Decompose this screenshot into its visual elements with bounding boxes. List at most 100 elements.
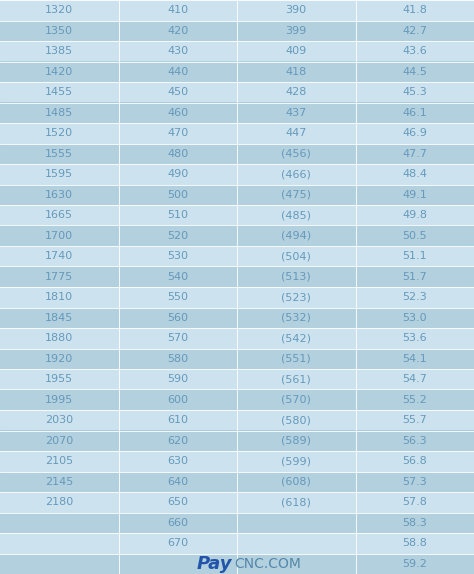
Bar <box>0 103 474 123</box>
Text: (570): (570) <box>281 395 311 405</box>
Bar <box>0 82 474 103</box>
Text: (475): (475) <box>281 190 311 200</box>
Text: 41.8: 41.8 <box>402 5 427 15</box>
Bar <box>0 266 474 287</box>
Text: 1920: 1920 <box>45 354 73 364</box>
Text: 440: 440 <box>167 67 188 77</box>
Text: 54.7: 54.7 <box>402 374 427 384</box>
Text: 428: 428 <box>285 87 307 97</box>
Text: 1350: 1350 <box>45 26 73 36</box>
Text: 46.9: 46.9 <box>402 128 427 138</box>
Bar <box>0 471 474 492</box>
Text: 560: 560 <box>167 313 188 323</box>
Bar <box>0 553 474 574</box>
Text: 1595: 1595 <box>45 169 73 179</box>
Text: (580): (580) <box>281 415 311 425</box>
Text: 49.8: 49.8 <box>402 210 427 220</box>
Text: (485): (485) <box>281 210 311 220</box>
Text: (504): (504) <box>281 251 311 261</box>
Bar <box>0 41 474 61</box>
Text: 550: 550 <box>167 292 188 302</box>
Text: 49.1: 49.1 <box>402 190 427 200</box>
Text: 590: 590 <box>167 374 188 384</box>
Bar <box>0 430 474 451</box>
Text: 44.5: 44.5 <box>402 67 427 77</box>
Text: (599): (599) <box>281 456 311 466</box>
Bar <box>0 205 474 226</box>
Bar <box>0 308 474 328</box>
Text: 42.7: 42.7 <box>402 26 427 36</box>
Text: 2145: 2145 <box>45 477 73 487</box>
Bar <box>0 451 474 471</box>
Bar <box>0 226 474 246</box>
Text: (542): (542) <box>281 333 311 343</box>
Text: (513): (513) <box>282 272 311 282</box>
Bar <box>0 184 474 205</box>
Text: 1700: 1700 <box>45 231 73 241</box>
Bar <box>0 246 474 266</box>
Text: 45.3: 45.3 <box>402 87 427 97</box>
Text: 1630: 1630 <box>45 190 73 200</box>
Text: 51.1: 51.1 <box>402 251 427 261</box>
Text: 1420: 1420 <box>45 67 73 77</box>
Text: 399: 399 <box>286 26 307 36</box>
Text: 58.8: 58.8 <box>402 538 427 548</box>
Text: (589): (589) <box>281 436 311 446</box>
Text: 620: 620 <box>167 436 188 446</box>
Text: 650: 650 <box>167 497 188 507</box>
Text: (456): (456) <box>281 149 311 159</box>
Text: 54.1: 54.1 <box>402 354 427 364</box>
Bar <box>0 390 474 410</box>
Text: 57.8: 57.8 <box>402 497 427 507</box>
Text: 2105: 2105 <box>45 456 73 466</box>
Text: 51.7: 51.7 <box>402 272 427 282</box>
Text: 1665: 1665 <box>45 210 73 220</box>
Text: 48.4: 48.4 <box>402 169 427 179</box>
Text: 500: 500 <box>167 190 188 200</box>
Text: 1455: 1455 <box>45 87 73 97</box>
Text: 460: 460 <box>167 108 188 118</box>
Text: 1775: 1775 <box>45 272 73 282</box>
Text: 2180: 2180 <box>45 497 73 507</box>
Text: 660: 660 <box>167 518 188 528</box>
Text: 1995: 1995 <box>45 395 73 405</box>
Bar <box>0 61 474 82</box>
Text: 46.1: 46.1 <box>402 108 427 118</box>
Bar <box>0 0 474 21</box>
Text: 420: 420 <box>167 26 188 36</box>
Text: 1320: 1320 <box>45 5 73 15</box>
Text: CNC.COM: CNC.COM <box>235 557 301 571</box>
Text: 530: 530 <box>167 251 188 261</box>
Text: 2070: 2070 <box>45 436 73 446</box>
Bar <box>0 328 474 348</box>
Bar <box>0 348 474 369</box>
Text: 580: 580 <box>167 354 188 364</box>
Text: 390: 390 <box>286 5 307 15</box>
Text: (466): (466) <box>281 169 311 179</box>
Text: 55.7: 55.7 <box>402 415 427 425</box>
Text: 450: 450 <box>167 87 188 97</box>
Text: (551): (551) <box>282 354 311 364</box>
Text: (561): (561) <box>282 374 311 384</box>
Text: (494): (494) <box>281 231 311 241</box>
Bar <box>0 410 474 430</box>
Bar <box>0 369 474 390</box>
Text: 1880: 1880 <box>45 333 73 343</box>
Text: 1810: 1810 <box>45 292 73 302</box>
Text: 1385: 1385 <box>45 46 73 56</box>
Text: 520: 520 <box>167 231 188 241</box>
Text: 430: 430 <box>167 46 188 56</box>
Text: 56.8: 56.8 <box>402 456 427 466</box>
Text: 480: 480 <box>167 149 188 159</box>
Text: 53.6: 53.6 <box>402 333 427 343</box>
Text: 52.3: 52.3 <box>402 292 427 302</box>
Text: 43.6: 43.6 <box>402 46 427 56</box>
Text: 1955: 1955 <box>45 374 73 384</box>
Text: 570: 570 <box>167 333 188 343</box>
Text: 47.7: 47.7 <box>402 149 427 159</box>
Text: 670: 670 <box>167 538 188 548</box>
Text: 1555: 1555 <box>45 149 73 159</box>
Text: 470: 470 <box>167 128 188 138</box>
Text: 57.3: 57.3 <box>402 477 427 487</box>
Text: (532): (532) <box>281 313 311 323</box>
